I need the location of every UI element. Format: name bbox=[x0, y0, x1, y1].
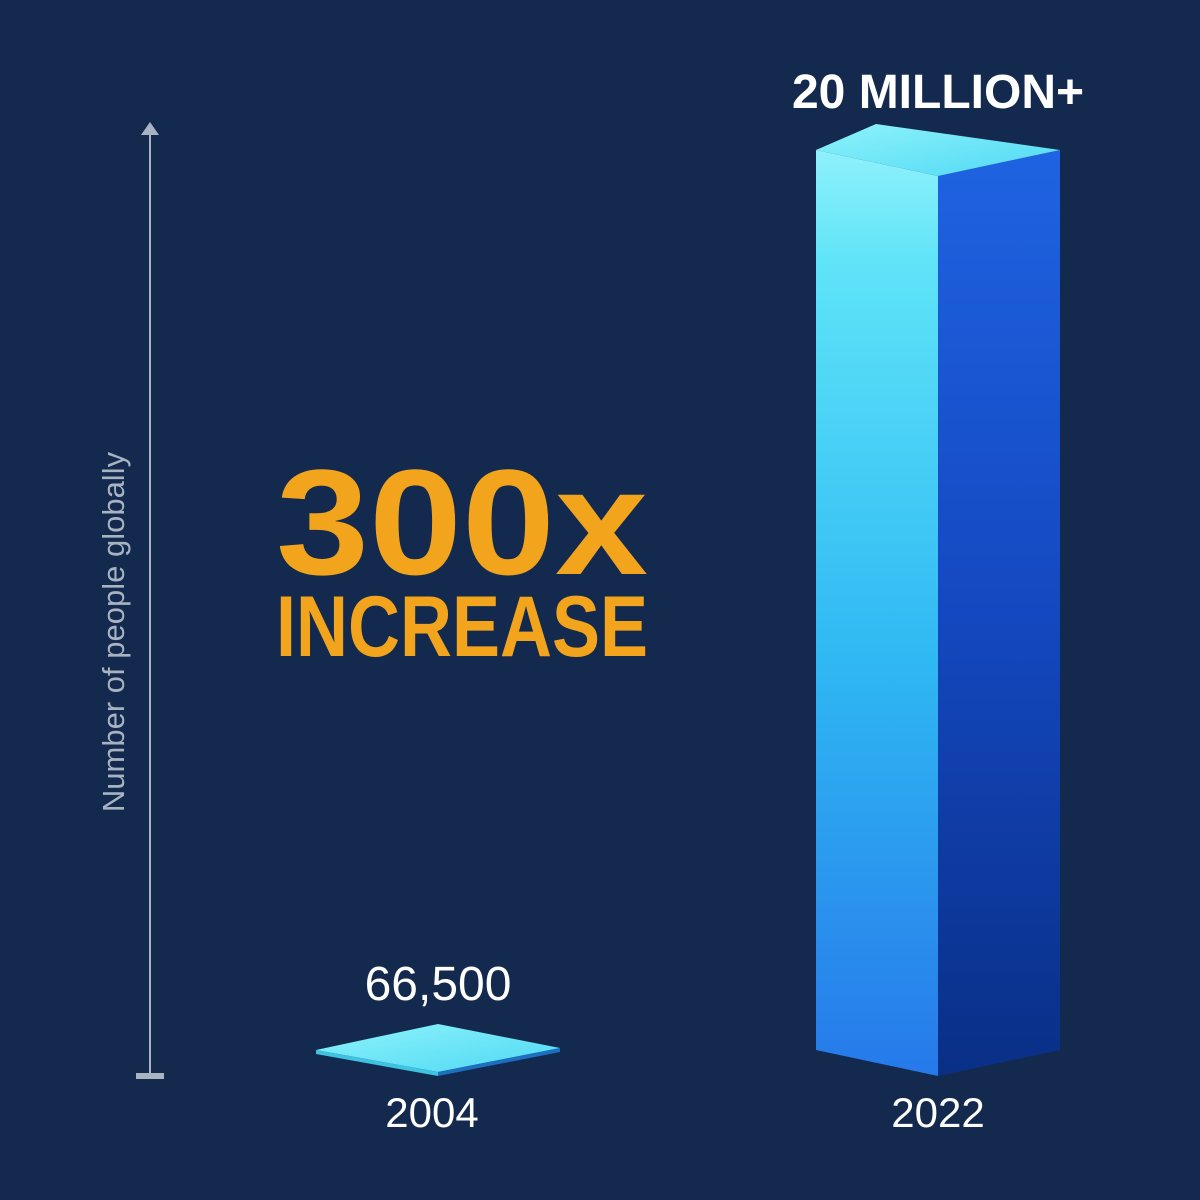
y-axis-base-tick bbox=[136, 1073, 164, 1079]
bar-2004-edge-left bbox=[316, 1050, 438, 1076]
category-label-2004: 2004 bbox=[385, 1089, 478, 1136]
y-axis-label: Number of people globally bbox=[96, 451, 131, 812]
bars-group: 66,500 2004 20 MILLION+ 2022 bbox=[316, 66, 1084, 1136]
y-axis-arrow-icon bbox=[141, 122, 159, 135]
bar-2022-top bbox=[816, 124, 1060, 176]
bar-2022-front bbox=[816, 150, 938, 1076]
bar-2022-side bbox=[938, 150, 1060, 1076]
value-label-2004: 66,500 bbox=[365, 958, 512, 1011]
bar-2004 bbox=[316, 1024, 560, 1072]
bar-2004-edge-right bbox=[438, 1048, 560, 1076]
increase-label: INCREASE bbox=[276, 579, 648, 675]
category-label-2022: 2022 bbox=[891, 1089, 984, 1136]
value-label-2022: 20 MILLION+ bbox=[792, 66, 1084, 119]
increase-multiplier: 300x bbox=[276, 438, 648, 606]
